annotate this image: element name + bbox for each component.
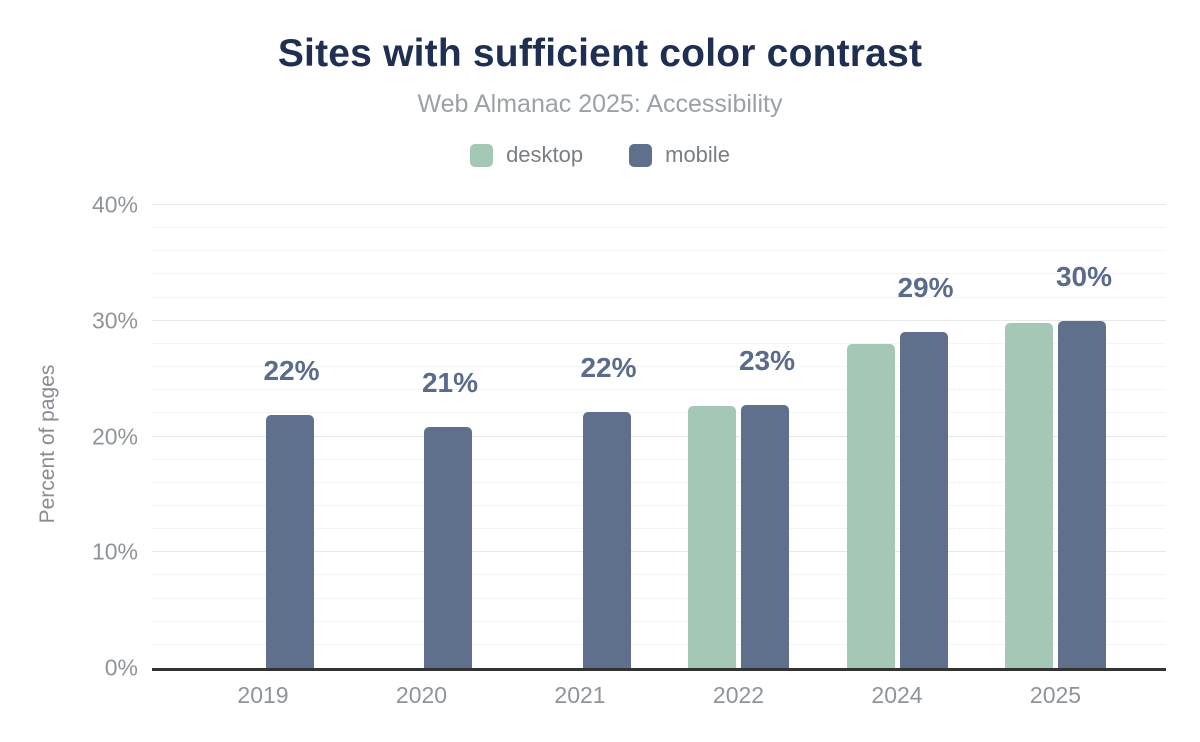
legend-item-mobile: mobile — [629, 142, 730, 168]
gridline — [152, 389, 1166, 391]
chart-title: Sites with sufficient color contrast — [277, 32, 923, 75]
bar-mobile-2025 — [1058, 320, 1106, 668]
bar-mobile-2021 — [582, 412, 631, 668]
gridline — [152, 528, 1166, 530]
bar-desktop-2022 — [688, 406, 736, 668]
legend-label-mobile: mobile — [665, 142, 730, 167]
bar-mobile-2022 — [741, 405, 789, 668]
gridline — [152, 250, 1166, 252]
y-tick-label: 40% — [91, 191, 138, 218]
gridline — [152, 504, 1166, 506]
gridline — [152, 204, 1166, 205]
y-tick-label: 10% — [91, 538, 138, 565]
gridline — [152, 643, 1166, 645]
bar-mobile-2024 — [899, 332, 948, 668]
gridline — [152, 319, 1166, 321]
x-tick-label: 2021 — [554, 682, 606, 708]
y-tick-label: 30% — [91, 307, 138, 334]
legend-item-desktop: desktop — [470, 142, 583, 168]
x-tick-label: 2025 — [1029, 682, 1082, 708]
y-axis-title: Percent of pages — [36, 364, 59, 524]
gridline — [152, 412, 1166, 414]
gridline — [152, 620, 1166, 622]
bar-value-label: 30% — [1055, 260, 1113, 292]
plot-area: 0% 10% 20% 30% 40% 22% 2019 21% 2020 22% 2021 23% 20… — [92, 192, 1166, 708]
bar-mobile-2019 — [265, 414, 314, 668]
x-tick-label: 2022 — [712, 682, 765, 708]
gridline — [152, 551, 1166, 553]
bar-desktop-2024 — [846, 343, 895, 668]
gridline — [152, 435, 1166, 437]
legend-swatch-mobile — [629, 143, 653, 167]
gridline — [152, 227, 1166, 229]
gridline — [152, 597, 1166, 599]
bar-value-label: 29% — [897, 272, 954, 304]
gridline — [152, 366, 1166, 368]
bar-value-label: 21% — [421, 367, 479, 399]
legend: desktop mobile — [0, 142, 1200, 168]
gridline — [152, 342, 1166, 344]
x-tick-label: 2024 — [871, 682, 923, 708]
x-tick-label: 2020 — [395, 682, 448, 708]
gridline — [152, 273, 1166, 275]
bar-desktop-2025 — [1005, 323, 1053, 668]
y-tick-label: 0% — [104, 654, 138, 681]
bar-value-label: 22% — [580, 352, 637, 384]
x-tick-label: 2019 — [237, 682, 289, 708]
gridline — [152, 481, 1166, 483]
bar-mobile-2020 — [424, 427, 472, 668]
legend-label-desktop: desktop — [506, 142, 584, 167]
y-tick-label: 20% — [91, 423, 138, 449]
gridline — [152, 574, 1166, 576]
gridline — [152, 458, 1166, 460]
bar-value-label: 22% — [263, 354, 320, 386]
gridline — [152, 296, 1166, 298]
legend-swatch-desktop — [470, 143, 494, 167]
bar-value-label: 23% — [738, 345, 796, 377]
chart-subtitle: Web Almanac 2025: Accessibility — [417, 90, 783, 118]
